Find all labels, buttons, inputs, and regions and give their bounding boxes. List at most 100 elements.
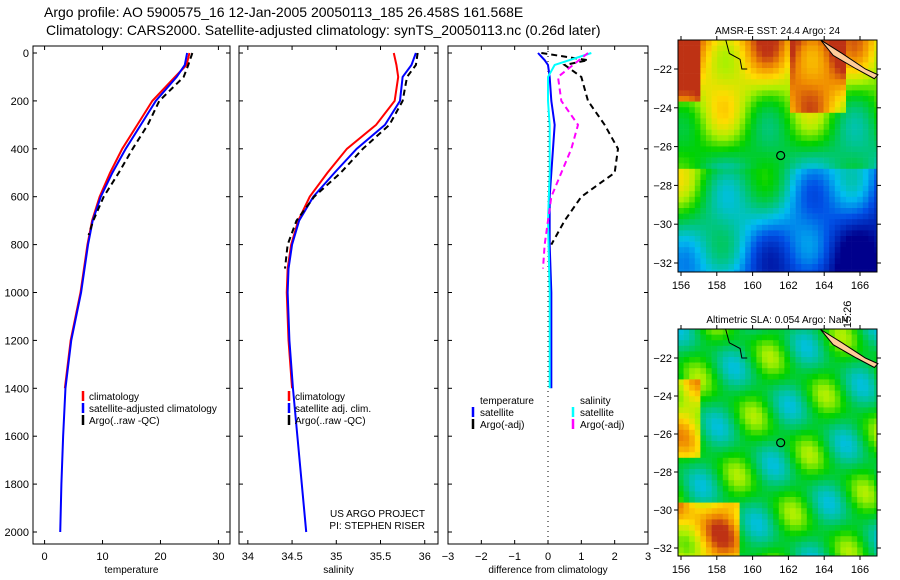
map-cell xyxy=(778,56,785,63)
map-cell xyxy=(823,429,830,436)
map-cell xyxy=(840,553,847,557)
map-cell xyxy=(734,135,740,142)
map-cell xyxy=(678,469,684,475)
map-cell xyxy=(745,396,752,403)
map-cell xyxy=(862,157,869,164)
map-cell xyxy=(812,508,819,515)
y-tick-label: 600 xyxy=(11,192,29,204)
map-cell xyxy=(739,118,746,125)
map-cell xyxy=(868,124,875,130)
map-cell xyxy=(790,264,796,270)
map-cell xyxy=(818,491,824,498)
map-cell xyxy=(756,224,763,231)
map-cell xyxy=(756,424,763,431)
map-cell xyxy=(706,525,712,531)
map-cell xyxy=(874,401,878,408)
map-cell xyxy=(734,84,740,91)
map-cell xyxy=(829,480,836,487)
map-cell xyxy=(812,124,819,130)
map-cell xyxy=(784,413,791,419)
map-cell xyxy=(739,345,746,352)
map-cell xyxy=(806,79,813,86)
map-cell xyxy=(767,62,774,69)
map-cell xyxy=(700,180,707,186)
map-cell xyxy=(678,351,684,358)
map-cell xyxy=(773,180,780,186)
map-cell xyxy=(829,258,836,265)
map-cell xyxy=(823,407,830,414)
map-cell xyxy=(778,401,785,408)
map-cell xyxy=(722,101,729,108)
map-cell xyxy=(846,452,852,459)
map-cell xyxy=(762,269,768,273)
map-cell xyxy=(778,362,785,369)
map-cell xyxy=(818,241,824,248)
map-cell xyxy=(734,213,740,220)
map-cell xyxy=(706,219,712,226)
map-cell xyxy=(722,463,729,470)
map-cell xyxy=(728,129,735,136)
map-cell xyxy=(689,435,696,442)
map-cell xyxy=(739,441,746,447)
map-cell xyxy=(734,491,740,498)
map-cell xyxy=(857,236,864,242)
map-cell xyxy=(784,407,791,414)
map-cell xyxy=(767,547,774,554)
map-cell xyxy=(683,191,690,198)
map-cell xyxy=(706,536,712,543)
map-cell xyxy=(745,469,752,475)
map-cell xyxy=(711,334,718,341)
map-cell xyxy=(840,124,847,130)
map-cell xyxy=(773,452,780,459)
map-cell xyxy=(728,196,735,203)
map-cell xyxy=(818,112,824,119)
map-cell xyxy=(790,90,796,97)
map-cell xyxy=(862,474,869,481)
map-cell xyxy=(795,146,802,153)
map-cell xyxy=(818,469,824,475)
map-cell xyxy=(734,547,740,554)
map-cell xyxy=(711,112,718,119)
map-cell xyxy=(823,519,830,526)
map-cell xyxy=(790,452,796,459)
map-cell xyxy=(750,441,757,447)
x-tick-label: 34 xyxy=(242,551,254,563)
map-cell xyxy=(834,107,841,114)
map-cell xyxy=(700,90,707,97)
map-cell xyxy=(868,196,875,203)
map-cell xyxy=(678,157,684,164)
map-cell xyxy=(823,140,830,147)
map-cell xyxy=(700,213,707,220)
map-cell xyxy=(694,196,701,203)
map-cell xyxy=(857,101,864,108)
map-cell xyxy=(829,219,836,226)
map-cell xyxy=(840,385,847,391)
map-cell xyxy=(851,236,858,242)
map-cell xyxy=(806,224,813,231)
map-cell xyxy=(857,502,864,509)
map-cell xyxy=(700,396,707,403)
map-cell xyxy=(801,230,808,237)
map-cell xyxy=(840,446,847,453)
map-cell xyxy=(790,219,796,226)
map-cell xyxy=(756,146,763,153)
map-cell xyxy=(874,202,878,209)
map-cell xyxy=(834,124,841,130)
map-cell xyxy=(694,429,701,436)
map-cell xyxy=(846,62,852,69)
map-cell xyxy=(851,525,858,531)
map-cell xyxy=(689,530,696,537)
map-cell xyxy=(722,185,729,192)
map-cell xyxy=(874,56,878,63)
map-cell xyxy=(706,519,712,526)
map-cell xyxy=(823,135,830,142)
map-cell xyxy=(717,345,724,352)
map-cell xyxy=(678,124,684,130)
map-cell xyxy=(851,334,858,341)
map-cell xyxy=(717,553,724,557)
map-cell xyxy=(784,373,791,380)
map-cell xyxy=(834,424,841,431)
plot-frame xyxy=(238,45,439,545)
map-cell xyxy=(862,519,869,526)
map-cell xyxy=(739,45,746,52)
